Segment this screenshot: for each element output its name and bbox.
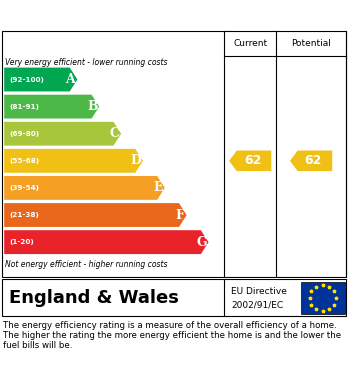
Text: C: C [109, 127, 119, 140]
Text: The energy efficiency rating is a measure of the overall efficiency of a home. T: The energy efficiency rating is a measur… [3, 321, 342, 350]
Text: 62: 62 [305, 154, 322, 167]
Text: (39-54): (39-54) [9, 185, 39, 191]
Text: D: D [130, 154, 141, 167]
Text: England & Wales: England & Wales [9, 289, 179, 307]
Text: A: A [65, 73, 75, 86]
Text: 62: 62 [244, 154, 261, 167]
Polygon shape [4, 122, 121, 145]
Polygon shape [290, 151, 332, 171]
Polygon shape [4, 176, 165, 200]
Text: Not energy efficient - higher running costs: Not energy efficient - higher running co… [5, 260, 168, 269]
Polygon shape [4, 230, 208, 254]
Text: Energy Efficiency Rating: Energy Efficiency Rating [9, 7, 230, 23]
Text: Very energy efficient - lower running costs: Very energy efficient - lower running co… [5, 58, 168, 67]
Text: (55-68): (55-68) [9, 158, 40, 164]
Text: B: B [87, 100, 97, 113]
Text: (92-100): (92-100) [9, 77, 44, 83]
Text: (69-80): (69-80) [9, 131, 40, 137]
Text: EU Directive: EU Directive [231, 287, 287, 296]
Bar [301, 282, 345, 314]
Text: G: G [196, 236, 207, 249]
Text: Potential: Potential [291, 39, 331, 48]
Text: E: E [153, 181, 163, 194]
Polygon shape [4, 95, 99, 118]
Polygon shape [229, 151, 271, 171]
Text: (21-38): (21-38) [9, 212, 39, 218]
Polygon shape [4, 149, 143, 173]
Text: 2002/91/EC: 2002/91/EC [231, 301, 284, 310]
Text: (81-91): (81-91) [9, 104, 39, 109]
Text: Current: Current [233, 39, 267, 48]
Text: (1-20): (1-20) [9, 239, 34, 245]
Text: F: F [175, 208, 184, 222]
Polygon shape [4, 68, 77, 91]
Polygon shape [4, 203, 187, 227]
